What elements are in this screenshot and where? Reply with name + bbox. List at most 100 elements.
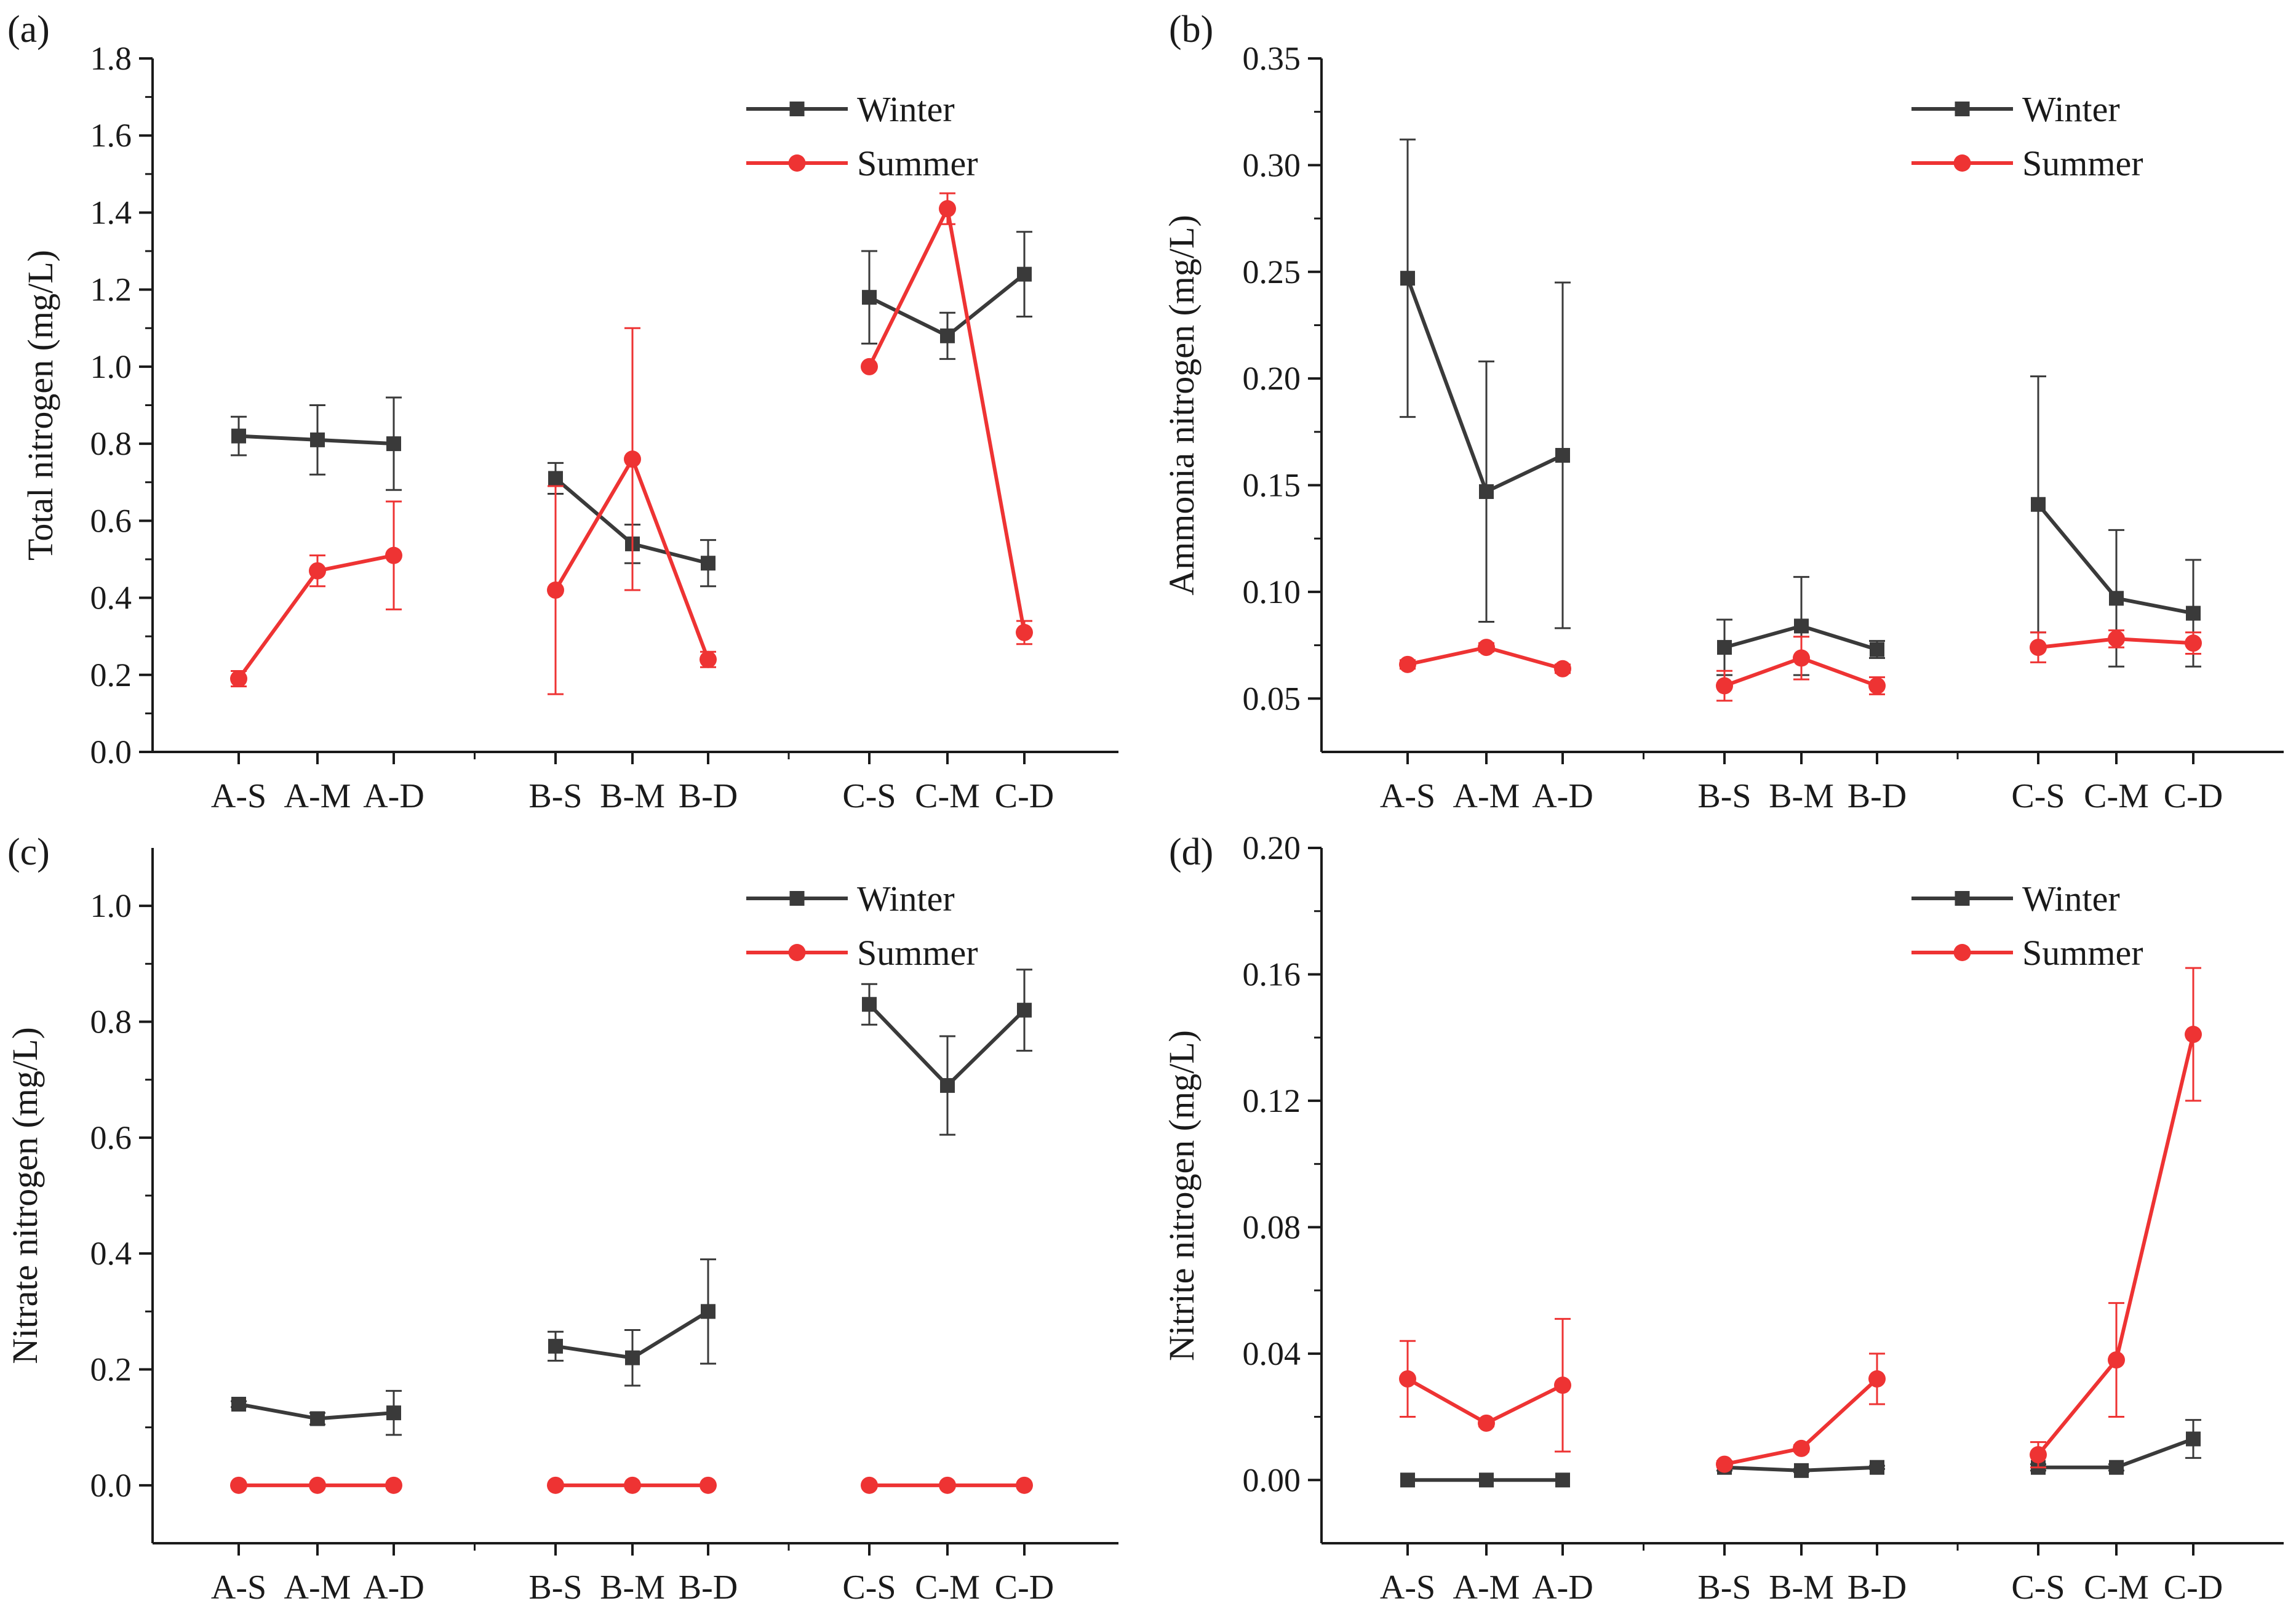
legend-marker-circle [1953, 154, 1971, 172]
data-point-square [862, 290, 877, 305]
data-point-square [1870, 1460, 1884, 1475]
legend-label: Summer [2022, 933, 2143, 973]
x-tick-label: A-S [211, 1568, 266, 1607]
y-tick-label: 1.6 [90, 117, 132, 154]
data-point-circle [547, 581, 564, 599]
x-tick-label: C-D [2164, 777, 2223, 815]
data-point-square [1717, 640, 1732, 655]
x-tick-label: C-M [915, 777, 980, 815]
data-point-circle [939, 200, 956, 218]
x-tick-label: C-S [842, 1568, 896, 1607]
x-tick-label: B-M [600, 1568, 665, 1607]
x-tick-label: C-D [995, 1568, 1054, 1607]
data-point-square [386, 1405, 401, 1421]
y-tick-label: 0.4 [90, 580, 132, 617]
data-point-circle [700, 1476, 717, 1494]
y-tick-label: 0.8 [90, 425, 132, 462]
x-tick-label: B-M [1769, 1568, 1834, 1607]
legend-item-winter: Winter [746, 879, 955, 919]
y-tick-label: 0.0 [90, 733, 132, 770]
data-point-square [1479, 1472, 1494, 1488]
data-point-circle [547, 1476, 564, 1494]
series-summer [1399, 967, 2202, 1473]
data-point-square [548, 471, 563, 486]
panel-a: (a) 0.0 0.2 0.4 0.6 0.8 1.0 1.2 1.4 1.6 1.8 A-S A-M A… [7, 9, 1118, 815]
x-tick-label: A-S [1380, 1568, 1435, 1607]
data-point-square [2031, 497, 2046, 512]
x-tick-label: B-S [1697, 1568, 1751, 1607]
y-tick-label: 0.12 [1243, 1082, 1301, 1119]
data-point-square [2186, 605, 2201, 621]
data-point-circle [230, 1476, 247, 1494]
y-tick-label: 0.8 [90, 1004, 132, 1041]
y-tick-label: 0.16 [1243, 956, 1301, 993]
data-point-circle [1793, 1439, 1810, 1457]
data-point-square [701, 556, 716, 571]
data-point-circle [230, 670, 247, 688]
y-tick-label: 0.25 [1243, 254, 1301, 290]
x-tick-label: A-S [211, 777, 266, 815]
legend-item-summer: Summer [746, 933, 978, 973]
y-tick-label: 0.00 [1243, 1461, 1301, 1498]
y-tick-label: 0.15 [1243, 467, 1301, 504]
data-point-square [1870, 642, 1884, 657]
y-tick-label: 1.2 [90, 271, 132, 308]
x-tick-label: B-D [679, 1568, 738, 1607]
y-tick-label: 1.4 [90, 194, 132, 231]
panel-label: (d) [1169, 831, 1213, 873]
data-point-circle [1478, 1414, 1495, 1432]
data-point-circle [1716, 677, 1733, 695]
data-point-square [310, 432, 325, 447]
series-winter [231, 969, 1032, 1436]
x-tick-label: B-M [1769, 777, 1834, 815]
data-point-circle [861, 358, 878, 375]
data-point-circle [1716, 1455, 1733, 1473]
legend-item-winter: Winter [746, 89, 955, 129]
y-axis-title: Total nitrogen (mg/L) [20, 250, 60, 561]
legend: Winter Summer [1911, 879, 2143, 973]
x-tick-label: C-S [842, 777, 896, 815]
legend-label: Winter [2022, 89, 2120, 129]
y-tick-label: 0.0 [90, 1467, 132, 1504]
panel-b: (b) 0.05 0.10 0.15 0.20 0.25 0.30 0.35 A-S A-M A-D… [1162, 9, 2284, 815]
data-point-circle [1399, 1370, 1416, 1388]
x-tick-label: C-M [915, 1568, 980, 1607]
series-winter [231, 231, 1032, 588]
x-tick-label: A-M [1453, 1568, 1520, 1607]
legend-label: Summer [857, 143, 978, 183]
x-tick-label: B-D [1848, 1568, 1907, 1607]
x-tick-label: C-S [2011, 777, 2065, 815]
data-point-square [386, 436, 401, 452]
y-tick-label: 0.08 [1243, 1209, 1301, 1245]
x-tick-label: A-S [1380, 777, 1435, 815]
data-point-circle [2108, 1351, 2125, 1369]
y-tick-label: 0.4 [90, 1235, 132, 1272]
x-tick-label: A-D [363, 777, 425, 815]
data-point-circle [2185, 1026, 2202, 1044]
legend-item-summer: Summer [1911, 933, 2143, 973]
y-tick-label: 0.2 [90, 1351, 132, 1388]
data-point-circle [1868, 1370, 1886, 1388]
legend-marker-circle [788, 154, 806, 172]
legend-marker-square [789, 891, 805, 906]
x-tick-label: A-D [1532, 777, 1593, 815]
x-tick-label: B-M [600, 777, 665, 815]
data-point-circle [309, 562, 326, 580]
x-tick-label: A-M [1453, 777, 1520, 815]
data-point-square [1794, 1463, 1809, 1478]
y-axis-title: Nitrite nitrogen (mg/L) [1162, 1030, 1202, 1361]
legend-marker-circle [788, 944, 806, 961]
y-tick-label: 1.0 [90, 887, 132, 924]
panel-d: (d) 0.00 0.04 0.08 0.12 0.16 0.20 A-S A-M A-D B-S B… [1162, 829, 2284, 1607]
x-tick-label: A-D [363, 1568, 425, 1607]
panel-label: (b) [1169, 9, 1213, 50]
data-point-circle [624, 450, 641, 468]
x-tick-label: C-D [995, 777, 1054, 815]
data-point-square [701, 1304, 716, 1319]
data-point-square [231, 428, 246, 444]
series-summer [230, 192, 1033, 695]
series-summer [230, 1476, 1033, 1494]
data-point-square [940, 1078, 955, 1093]
x-tick-label: A-D [1532, 1568, 1593, 1607]
